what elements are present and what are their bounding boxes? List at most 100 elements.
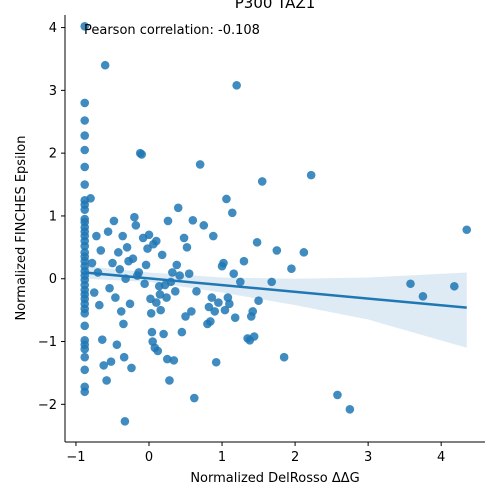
data-point [229, 269, 239, 279]
data-point [152, 298, 161, 307]
data-point [80, 116, 90, 125]
data-point [137, 150, 146, 159]
data-point [95, 300, 104, 310]
data-point [162, 354, 172, 364]
data-point [168, 268, 177, 277]
data-point [80, 352, 90, 362]
data-point [170, 286, 180, 296]
data-point [80, 145, 90, 155]
data-point [80, 241, 90, 251]
data-point [99, 361, 109, 370]
data-point [141, 260, 151, 270]
data-point [103, 227, 113, 236]
data-point [131, 221, 141, 230]
data-point [206, 317, 215, 326]
data-point [89, 288, 99, 297]
data-point [120, 416, 130, 426]
data-point [299, 248, 309, 257]
data-point [179, 233, 189, 243]
data-point [249, 332, 259, 341]
data-point [80, 98, 90, 108]
data-point [219, 258, 228, 268]
data-point [287, 264, 296, 273]
data-point [80, 22, 90, 31]
data-point [106, 357, 116, 366]
data-point [192, 286, 201, 296]
data-point [156, 305, 165, 315]
x-tick-label: 1 [218, 450, 226, 465]
data-point [163, 216, 173, 226]
y-tick-label: 1 [49, 209, 57, 224]
data-point [105, 283, 114, 293]
data-point [184, 269, 194, 279]
axes-layer: −1 0 1 2 3 4 −2 −1 0 1 2 3 4 [38, 15, 485, 465]
data-point [80, 344, 90, 354]
data-point [86, 194, 95, 203]
data-point [143, 244, 152, 253]
x-tick-label: −1 [66, 450, 85, 465]
data-point [333, 390, 342, 400]
data-point [189, 393, 199, 403]
data-point [97, 335, 107, 344]
data-point [169, 356, 179, 365]
data-point [462, 225, 472, 235]
data-point [157, 250, 167, 260]
data-point [210, 307, 220, 316]
data-point [267, 277, 277, 287]
data-point [119, 352, 129, 362]
data-point [225, 299, 234, 309]
data-point [130, 212, 139, 222]
data-point [116, 307, 126, 316]
y-tick-label: −1 [38, 335, 57, 350]
data-point [272, 246, 282, 255]
points-layer [80, 22, 472, 426]
x-tick-label: 3 [364, 450, 372, 465]
data-point [207, 293, 217, 302]
data-point [159, 329, 168, 339]
data-point [112, 340, 122, 349]
y-tick-label: −2 [38, 398, 57, 413]
data-point [80, 205, 90, 214]
data-point [173, 203, 183, 213]
x-tick-label: 4 [437, 450, 445, 465]
data-point [119, 319, 128, 329]
data-point [127, 363, 136, 373]
data-point [220, 305, 230, 315]
data-point [230, 313, 240, 322]
data-point [108, 258, 117, 268]
data-point [153, 346, 163, 356]
data-point [162, 293, 171, 302]
data-point [208, 231, 218, 241]
data-point [146, 308, 156, 318]
y-tick-label: 0 [49, 272, 57, 287]
data-point [236, 277, 245, 287]
data-point [118, 231, 128, 241]
data-point [172, 260, 182, 270]
data-point [128, 254, 138, 263]
y-tick-label: 2 [49, 147, 57, 162]
data-point [80, 321, 90, 331]
y-tick-label: 3 [49, 84, 57, 99]
data-point [111, 293, 120, 302]
data-point [195, 160, 205, 169]
data-point [188, 216, 198, 225]
x-tick-label: 2 [291, 450, 299, 465]
data-point [125, 299, 135, 309]
data-point [406, 279, 415, 289]
data-point [306, 170, 316, 180]
data-point [80, 387, 90, 397]
data-point [181, 312, 190, 321]
data-point [134, 268, 144, 277]
confidence-band-layer [84, 266, 467, 348]
data-point [248, 307, 258, 316]
data-point [199, 221, 209, 230]
data-point [80, 365, 90, 375]
data-point [147, 327, 157, 337]
data-point [96, 246, 106, 255]
data-point [187, 307, 196, 316]
data-point [222, 194, 231, 204]
data-point [114, 248, 123, 257]
data-point [182, 243, 192, 252]
data-point [100, 60, 110, 70]
